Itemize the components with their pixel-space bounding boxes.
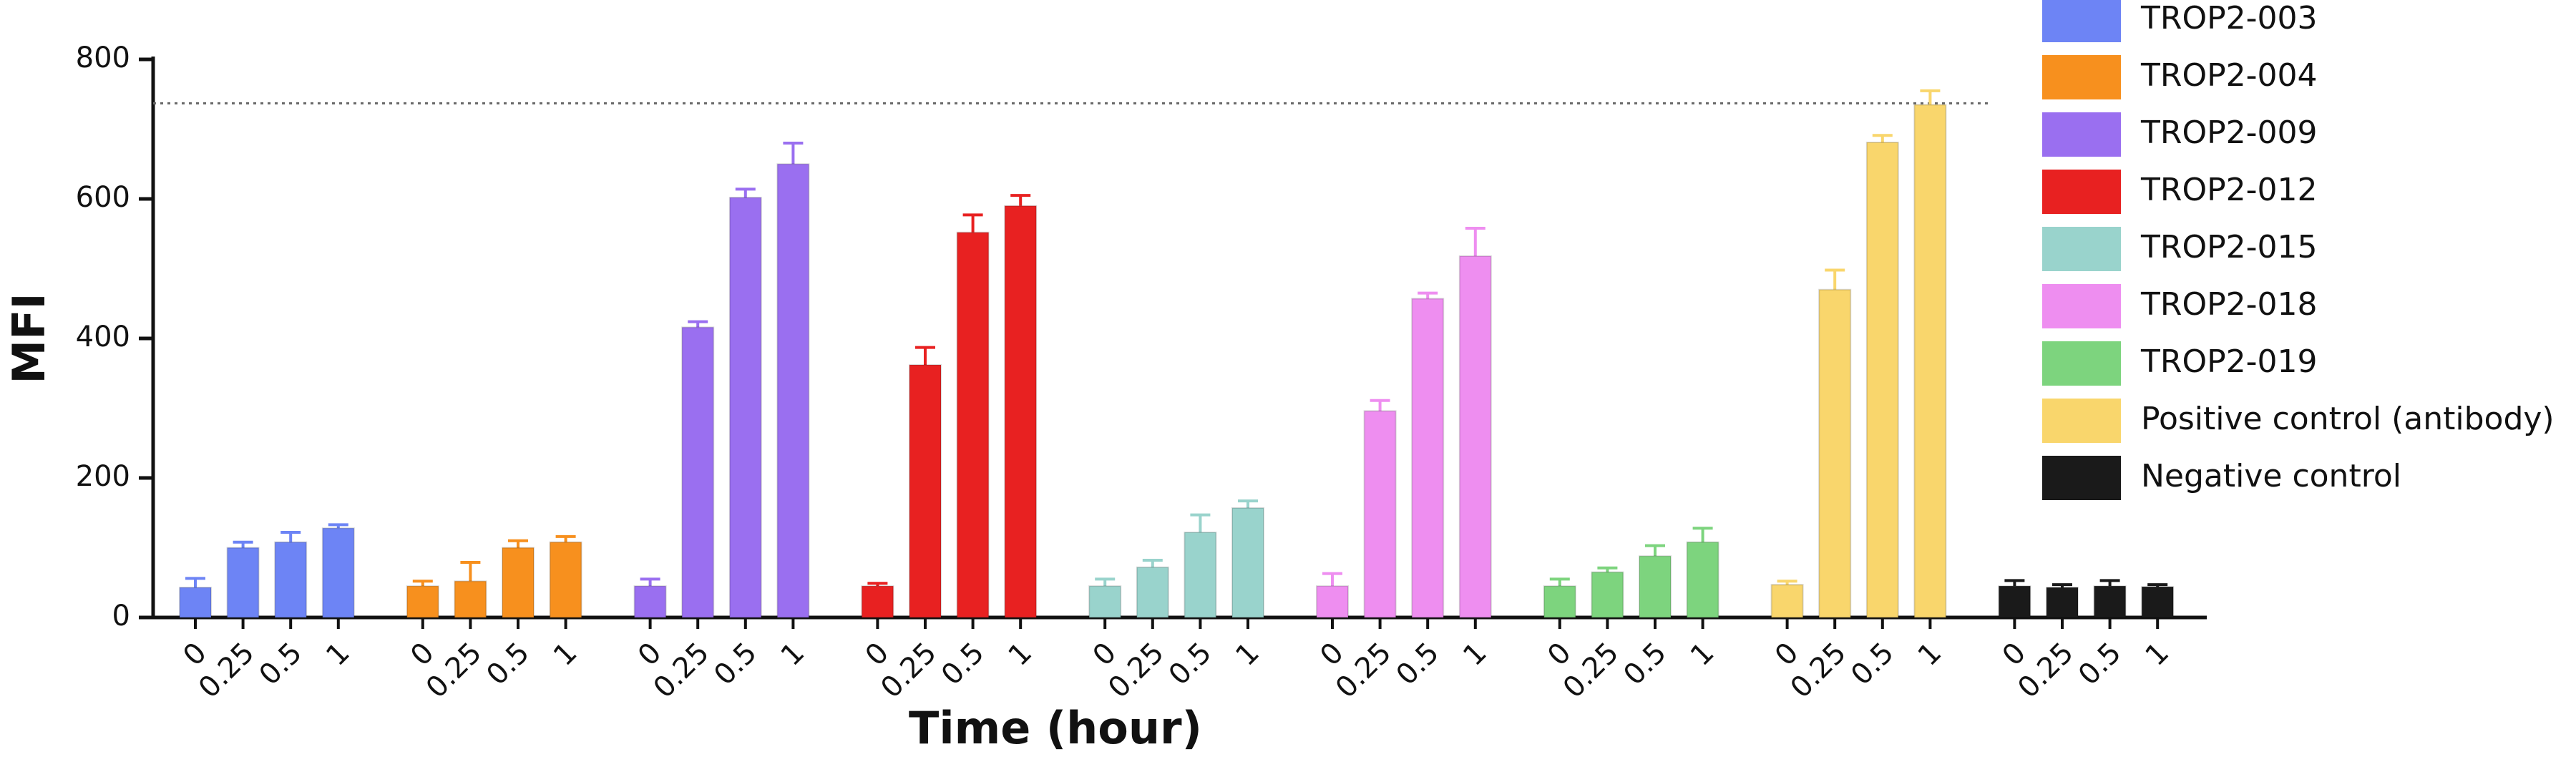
bar [1998,585,2031,618]
x-tick-label: 0.25 [648,636,716,705]
y-tick-label: 0 [112,600,130,632]
x-tick-label: 1 [547,636,584,673]
x-tick-label: 1 [1912,636,1948,673]
bar [502,547,535,618]
legend-label: TROP2-004 [2140,57,2317,94]
legend-label: TROP2-003 [2140,0,2317,36]
x-tick-label: 1 [775,636,811,673]
bar [2141,586,2175,618]
bar [1458,255,1492,618]
legend-swatch [2042,341,2121,386]
legend-swatch [2042,112,2121,157]
bar [549,541,582,619]
x-tick-label: 1 [1684,636,1721,673]
x-tick-label: 0.25 [2011,636,2080,705]
bar [1818,288,1852,618]
y-tick-label: 400 [76,321,130,353]
y-tick-label: 200 [76,460,130,493]
legend-swatch [2042,227,2121,271]
bar [1088,585,1122,618]
bar [2046,587,2079,619]
x-tick-label: 0.25 [1785,636,1853,705]
bar [1913,104,1947,618]
bar [2093,585,2127,618]
legend-label: TROP2-012 [2140,172,2317,208]
bar [1411,298,1445,618]
legend-swatch [2042,456,2121,500]
x-tick-label: 0.5 [253,636,309,692]
legend-label: TROP2-015 [2140,229,2317,265]
x-tick-label: 0.5 [1163,636,1219,692]
bar [1231,507,1264,618]
legend-swatch [2042,399,2121,443]
bar [179,587,212,619]
bar [633,585,667,618]
x-tick-label: 1 [1457,636,1493,673]
legend-label: Positive control (antibody) [2141,401,2555,437]
bar [1136,566,1169,618]
bar [1591,571,1624,618]
bar [1363,410,1397,619]
legend-swatch [2042,170,2121,214]
legend-label: TROP2-019 [2140,343,2317,380]
bar [909,364,942,618]
bar [956,231,990,618]
legend-label: Negative control [2141,458,2401,494]
legend-swatch [2042,284,2121,328]
x-tick-label: 1 [2140,636,2176,673]
bar [1865,142,1899,618]
bar [1184,532,1217,618]
bar [1686,541,1719,619]
x-tick-label: 1 [1002,636,1039,673]
x-tick-label: 0.5 [708,636,763,692]
bar [728,197,762,618]
x-axis-title: Time (hour) [909,702,1202,754]
x-tick-label: 0.5 [1845,636,1901,692]
x-tick-label: 0.25 [1557,636,1626,705]
y-axis-title: MFI [3,293,55,384]
bar [1004,205,1038,618]
legend-label: TROP2-009 [2140,114,2317,151]
y-tick-label: 800 [76,41,130,74]
y-tick-label: 600 [76,181,130,214]
x-tick-label: 0.25 [1102,636,1171,705]
x-tick-label: 0.5 [480,636,536,692]
x-tick-label: 0.25 [420,636,489,705]
bar [681,326,715,618]
legend-label: TROP2-018 [2140,286,2317,323]
legend-swatch [2042,0,2121,42]
bar [274,541,308,619]
x-tick-label: 0.5 [2072,636,2128,692]
x-tick-label: 0.5 [1390,636,1446,692]
bar [454,580,487,618]
bar [321,527,355,619]
bar [1543,585,1576,618]
x-tick-label: 0.5 [935,636,991,692]
bar [1316,585,1349,618]
x-tick-label: 1 [320,636,356,673]
legend-swatch [2042,55,2121,99]
x-tick-label: 0.25 [192,636,261,705]
x-tick-label: 0.25 [874,636,943,705]
bar [776,163,810,618]
x-tick-label: 1 [1229,636,1266,673]
bar [861,585,894,618]
bar [226,547,260,618]
x-tick-label: 0.25 [1330,636,1398,705]
x-tick-label: 0.5 [1617,636,1673,692]
bar [1639,555,1672,619]
bar [1770,584,1804,618]
bar [406,585,439,618]
